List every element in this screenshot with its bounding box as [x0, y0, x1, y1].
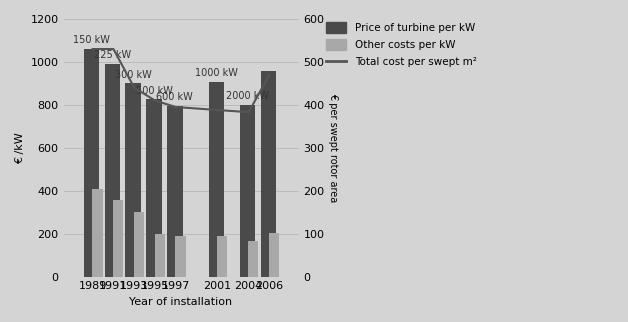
Text: 300 kW: 300 kW — [115, 70, 151, 80]
Bar — [113, 200, 123, 277]
Text: 1000 kW: 1000 kW — [195, 69, 238, 79]
Bar — [217, 236, 227, 277]
Text: 500 kW: 500 kW — [136, 86, 173, 96]
Bar — [84, 49, 99, 277]
Bar — [175, 236, 186, 277]
Bar — [154, 234, 165, 277]
Bar — [208, 82, 224, 277]
Text: 150 kW: 150 kW — [73, 35, 110, 45]
Y-axis label: € per swept rotor area: € per swept rotor area — [328, 93, 338, 203]
Bar — [261, 71, 276, 277]
X-axis label: Year of installation: Year of installation — [129, 297, 232, 307]
Text: 2000 kW: 2000 kW — [226, 91, 269, 101]
Bar — [126, 83, 141, 277]
Legend: Price of turbine per kW, Other costs per kW, Total cost per swept m²: Price of turbine per kW, Other costs per… — [323, 19, 480, 71]
Bar — [105, 64, 120, 277]
Y-axis label: € /kW: € /kW — [15, 132, 25, 164]
Bar — [248, 241, 259, 277]
Bar — [92, 189, 102, 277]
Text: 225 kW: 225 kW — [94, 50, 131, 60]
Bar — [269, 232, 279, 277]
Bar — [167, 106, 183, 277]
Text: 600 kW: 600 kW — [156, 92, 193, 102]
Bar — [146, 99, 162, 277]
Bar — [134, 212, 144, 277]
Bar — [240, 105, 256, 277]
